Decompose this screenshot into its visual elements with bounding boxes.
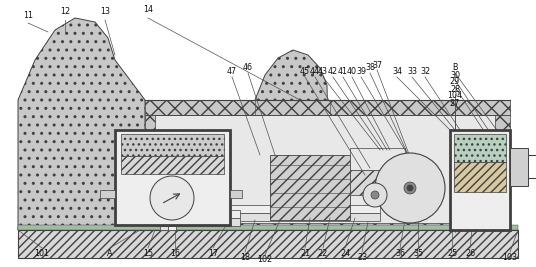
Bar (100, 190, 115, 198)
Bar (230, 213, 380, 221)
Text: 33: 33 (407, 68, 417, 77)
Bar (145, 100, 510, 230)
Bar (115, 130, 230, 225)
Circle shape (363, 183, 387, 207)
Text: A: A (107, 249, 113, 257)
Text: 16: 16 (170, 249, 180, 257)
Text: 24: 24 (340, 249, 350, 257)
Text: 11: 11 (23, 10, 33, 19)
Bar (350, 170, 405, 195)
Bar (155, 210, 240, 218)
Bar (230, 190, 242, 198)
Text: 46: 46 (243, 64, 253, 73)
Text: 22: 22 (318, 249, 328, 257)
Text: 38: 38 (365, 64, 375, 73)
Text: 42: 42 (328, 68, 338, 77)
Bar (18, 230, 518, 258)
Text: 45: 45 (300, 68, 310, 77)
Text: 13: 13 (100, 7, 110, 17)
Text: 21: 21 (300, 249, 310, 257)
Text: 14: 14 (143, 6, 153, 14)
Bar (330, 100, 510, 115)
Text: 35: 35 (413, 249, 423, 257)
Text: 27: 27 (450, 99, 460, 108)
Bar (121, 156, 224, 174)
Bar (270, 155, 350, 220)
Circle shape (371, 191, 379, 199)
Bar (155, 115, 495, 223)
Text: 41: 41 (338, 68, 348, 77)
Text: 25: 25 (447, 249, 457, 257)
Text: 34: 34 (392, 68, 402, 77)
Text: 17: 17 (208, 249, 218, 257)
Text: 26: 26 (465, 249, 475, 257)
Text: 37: 37 (372, 61, 382, 69)
Text: 102: 102 (257, 256, 273, 265)
Text: 43: 43 (318, 68, 328, 77)
Polygon shape (255, 50, 330, 230)
Text: 30: 30 (450, 70, 460, 80)
Text: 32: 32 (420, 68, 430, 77)
Text: 23: 23 (357, 253, 367, 261)
Text: 104: 104 (448, 92, 463, 100)
Text: 101: 101 (34, 249, 49, 257)
Text: 29: 29 (450, 77, 460, 87)
Text: 47: 47 (227, 68, 237, 77)
Bar (155, 218, 240, 226)
Text: 15: 15 (143, 249, 153, 257)
Circle shape (404, 182, 416, 194)
Bar (510, 148, 528, 186)
Text: 18: 18 (240, 253, 250, 261)
Circle shape (407, 185, 413, 191)
Bar (18, 225, 518, 230)
Text: 44: 44 (310, 68, 320, 77)
Bar (230, 205, 380, 213)
Bar (121, 134, 224, 156)
Bar (145, 100, 255, 115)
Circle shape (375, 153, 445, 223)
Bar (450, 130, 510, 230)
Text: 40: 40 (347, 68, 357, 77)
Bar (160, 210, 168, 230)
Text: 103: 103 (503, 253, 517, 261)
Bar (350, 148, 405, 170)
Text: 36: 36 (395, 249, 405, 257)
Text: 12: 12 (60, 7, 70, 17)
Text: B: B (452, 64, 458, 73)
Bar (168, 210, 176, 230)
Text: 28: 28 (450, 84, 460, 93)
Bar (18, 230, 518, 258)
Text: 39: 39 (356, 68, 366, 77)
Bar (454, 162, 506, 192)
Polygon shape (18, 18, 145, 230)
Circle shape (150, 176, 194, 220)
Bar (454, 134, 506, 162)
